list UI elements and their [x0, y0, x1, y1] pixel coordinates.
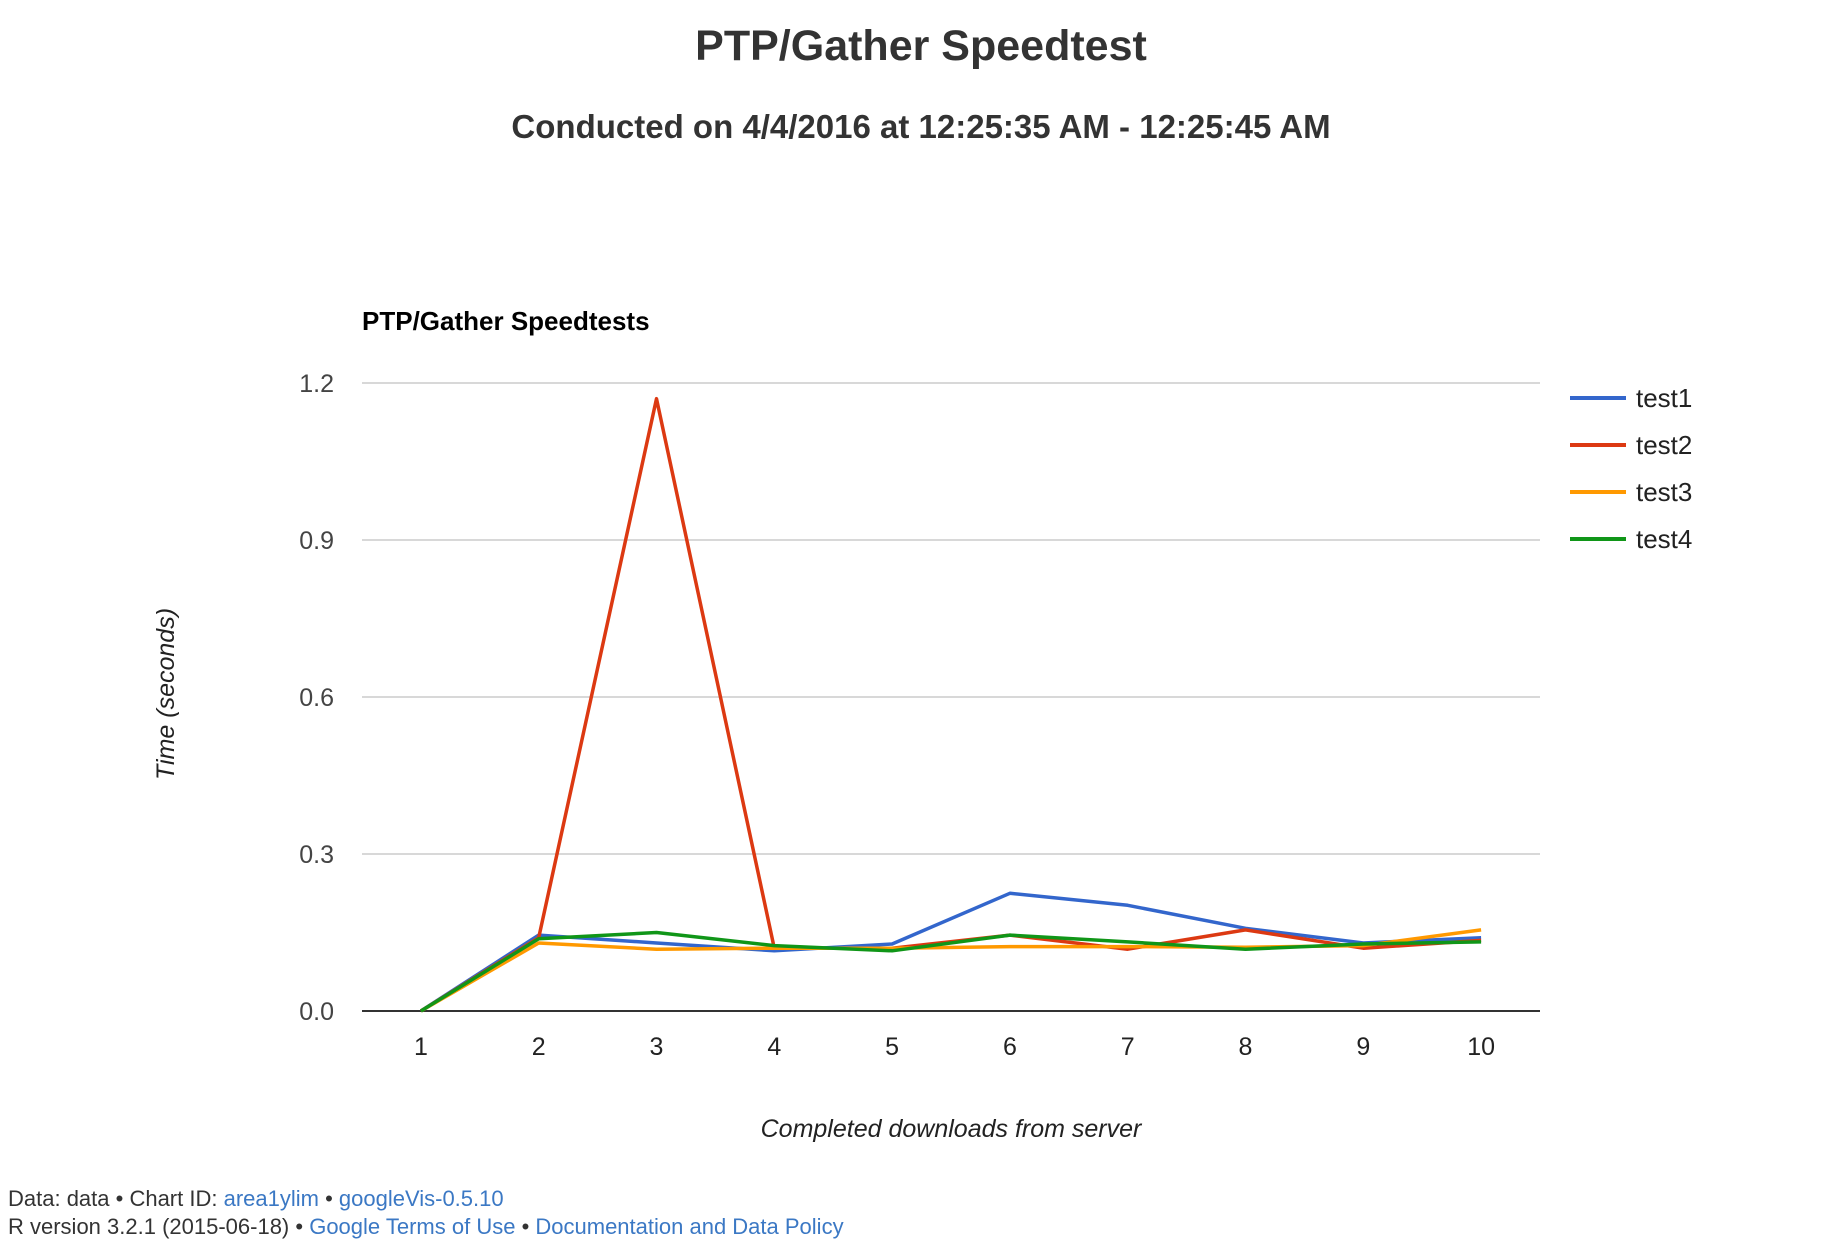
footer-r-version-text: R version 3.2.1 (2015-06-18) • — [8, 1214, 310, 1239]
x-tick-label: 3 — [650, 1033, 664, 1061]
y-tick-label: 0.6 — [299, 684, 334, 712]
x-tick-label: 6 — [1003, 1033, 1017, 1061]
x-tick-label: 4 — [767, 1033, 781, 1061]
x-tick-label: 1 — [414, 1033, 428, 1061]
footer-line-2: R version 3.2.1 (2015-06-18) • Google Te… — [8, 1213, 844, 1241]
y-axis-ticks: 0.0 0.3 0.6 0.9 1.2 — [299, 370, 334, 1026]
legend[interactable]: test1 test2 test3 test4 — [1570, 383, 1692, 554]
data-policy-link[interactable]: Documentation and Data Policy — [535, 1214, 844, 1239]
legend-label: test3 — [1636, 477, 1692, 507]
legend-item-test3[interactable]: test3 — [1570, 477, 1692, 507]
y-tick-label: 0.0 — [299, 998, 334, 1026]
footer-data-text: Data: data • Chart ID: — [8, 1186, 224, 1211]
x-tick-label: 9 — [1356, 1033, 1370, 1061]
x-tick-label: 7 — [1121, 1033, 1135, 1061]
series-line-test1[interactable] — [419, 891, 1482, 1013]
series-line-test4[interactable] — [419, 930, 1482, 1013]
chart-id-link[interactable]: area1ylim — [223, 1186, 319, 1211]
x-axis-label: Completed downloads from server — [761, 1115, 1143, 1143]
x-axis-ticks: 1 2 3 4 5 6 7 8 9 10 — [414, 1033, 1495, 1061]
footer: Data: data • Chart ID: area1ylim • googl… — [8, 1185, 844, 1241]
legend-item-test4[interactable]: test4 — [1570, 524, 1692, 554]
legend-label: test1 — [1636, 383, 1692, 413]
footer-separator: • — [318, 1186, 339, 1211]
legend-label: test2 — [1636, 430, 1692, 460]
y-tick-label: 1.2 — [299, 370, 334, 398]
gridlines — [362, 382, 1540, 855]
series-lines — [419, 396, 1482, 1013]
x-tick-label: 5 — [885, 1033, 899, 1061]
page-subtitle: Conducted on 4/4/2016 at 12:25:35 AM - 1… — [511, 108, 1331, 145]
legend-item-test2[interactable]: test2 — [1570, 430, 1692, 460]
footer-separator: • — [515, 1214, 536, 1239]
footer-line-1: Data: data • Chart ID: area1ylim • googl… — [8, 1185, 844, 1213]
legend-item-test1[interactable]: test1 — [1570, 383, 1692, 413]
y-tick-label: 0.3 — [299, 841, 334, 869]
legend-label: test4 — [1636, 524, 1692, 554]
x-tick-label: 10 — [1467, 1033, 1495, 1061]
y-tick-label: 0.9 — [299, 527, 334, 555]
terms-of-use-link[interactable]: Google Terms of Use — [309, 1214, 516, 1239]
x-tick-label: 2 — [532, 1033, 546, 1061]
x-tick-label: 8 — [1239, 1033, 1253, 1061]
y-axis-label: Time (seconds) — [152, 608, 180, 780]
googlevis-link[interactable]: googleVis-0.5.10 — [338, 1186, 504, 1211]
page-title: PTP/Gather Speedtest — [695, 22, 1147, 70]
chart-title: PTP/Gather Speedtests — [362, 306, 650, 336]
